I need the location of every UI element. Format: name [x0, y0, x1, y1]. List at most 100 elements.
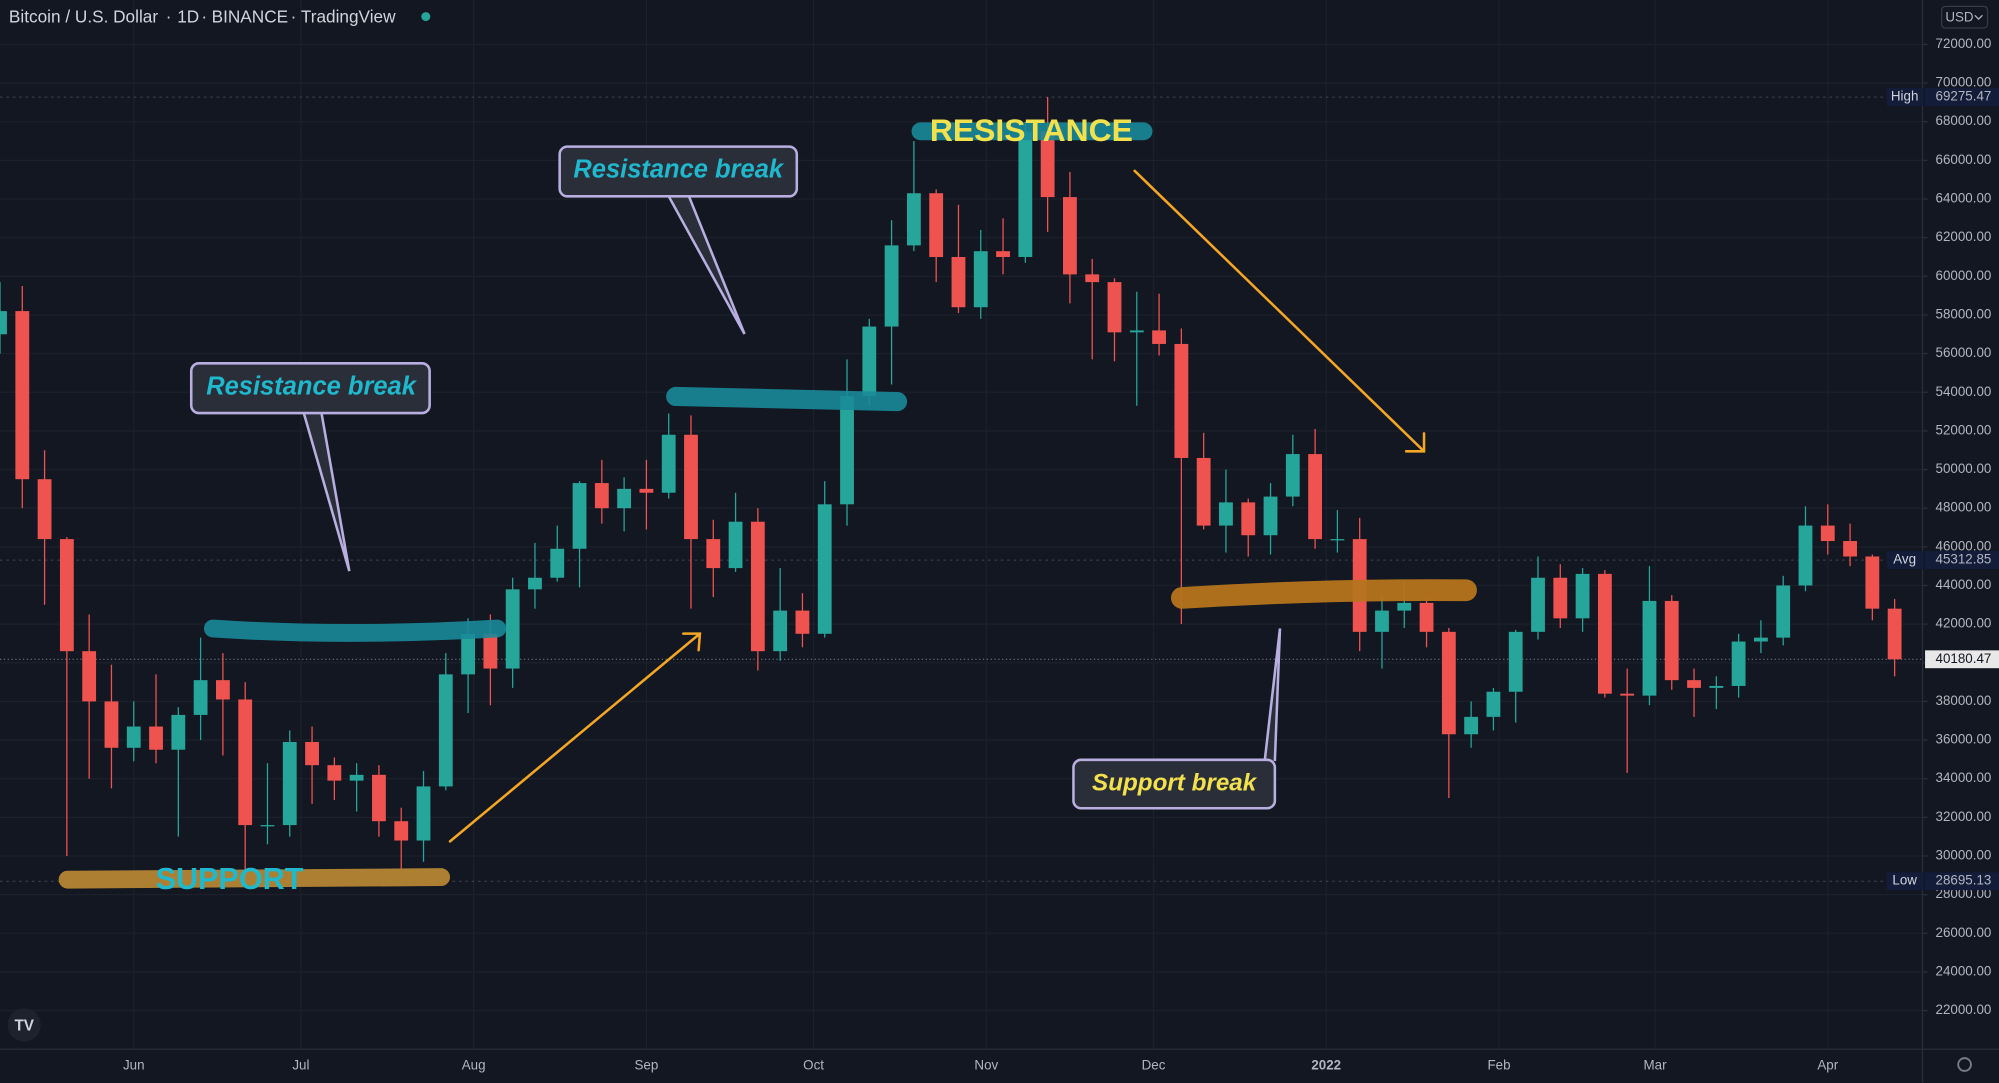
grid	[0, 0, 1923, 1049]
candle-body	[1375, 610, 1389, 632]
x-tick-label: Oct	[803, 1057, 824, 1072]
resistance-stroke	[666, 386, 908, 412]
candle-body	[1753, 637, 1768, 642]
support-stroke	[58, 868, 451, 889]
candle-body	[817, 504, 832, 634]
candle-body	[416, 786, 431, 841]
callout-pointer	[1263, 628, 1282, 762]
candle-body	[1709, 685, 1724, 688]
candle-body	[661, 434, 676, 493]
candles	[0, 97, 1902, 882]
callouts: Resistance break Resistance break Suppor…	[156, 112, 1282, 896]
callout-pointer	[302, 411, 351, 572]
candle-body	[1263, 496, 1278, 536]
x-tick-label: Feb	[1487, 1057, 1510, 1072]
candle-body	[1553, 577, 1568, 619]
candle-body	[684, 434, 698, 540]
candle-body	[1531, 577, 1545, 632]
price-badge-tag	[1886, 88, 1924, 107]
candle-body	[862, 326, 877, 397]
callout-box	[189, 362, 431, 415]
x-tick-label: Apr	[1817, 1057, 1838, 1072]
price-badge-value: 69275.47	[1936, 89, 1992, 104]
y-tick-label: 34000.00	[1936, 770, 1992, 785]
candle-body	[1152, 330, 1166, 344]
candle-body	[929, 193, 944, 257]
candle-body	[773, 610, 788, 652]
y-tick-label: 72000.00	[1936, 36, 1992, 51]
price-badge-value: 40180.47	[1936, 651, 1992, 666]
price-badge-tag	[1886, 551, 1924, 570]
status-dot	[421, 12, 431, 22]
candle-body	[1597, 573, 1612, 694]
y-tick-label: 46000.00	[1936, 538, 1992, 553]
candle-body	[505, 589, 520, 669]
y-tick-label: 38000.00	[1936, 693, 1992, 708]
y-tick-label: 68000.00	[1936, 113, 1992, 128]
symbol: Bitcoin / U.S. Dollar	[9, 6, 158, 26]
candle-body	[528, 577, 542, 590]
candle-body	[483, 633, 498, 669]
candle-body	[1018, 131, 1033, 257]
arrow	[1133, 169, 1426, 453]
callout-text: Resistance break	[573, 156, 784, 184]
candle-body	[706, 539, 721, 569]
y-axis: 22000.0024000.0026000.0028000.0030000.00…	[1922, 36, 1992, 1017]
candle-body	[1285, 454, 1300, 497]
callout-box	[558, 145, 799, 198]
candle-body	[1085, 274, 1100, 283]
candle-body	[951, 256, 966, 308]
candle-body	[1687, 680, 1701, 688]
y-tick-label: 42000.00	[1936, 616, 1992, 631]
candle-body	[1196, 457, 1211, 526]
candle-body	[572, 483, 587, 549]
candle-body	[1865, 556, 1880, 609]
resistance-stroke	[203, 619, 507, 642]
candle-body	[372, 774, 386, 822]
y-tick-label: 22000.00	[1936, 1002, 1992, 1017]
separator: ·	[166, 6, 172, 26]
candle-body	[617, 488, 632, 509]
resistance-label: RESISTANCE	[930, 112, 1133, 148]
candle-body	[0, 311, 7, 335]
currency[interactable]: USD	[1945, 9, 1974, 24]
currency-button[interactable]	[1940, 5, 1989, 29]
header: Bitcoin / U.S. Dollar 1D BINANCE Trading…	[9, 6, 431, 26]
y-tick-label: 26000.00	[1936, 925, 1992, 940]
y-tick-label: 50000.00	[1936, 461, 1992, 476]
candle-body	[728, 521, 743, 569]
candle-body	[1040, 131, 1055, 198]
candle-body	[394, 821, 409, 841]
candle-body	[1642, 600, 1657, 696]
price-badge	[1925, 551, 1999, 570]
interval: 1D	[177, 6, 199, 26]
y-tick-label: 64000.00	[1936, 191, 1992, 206]
candle-body	[1174, 343, 1189, 458]
candle-body	[1820, 525, 1835, 542]
candle-body	[1308, 454, 1323, 540]
price-badge-value: 28695.13	[1936, 873, 1992, 888]
candle-body	[104, 701, 119, 748]
x-tick-label: Jul	[292, 1057, 309, 1072]
candle-body	[1419, 602, 1434, 632]
candle-body	[305, 741, 319, 766]
candle-body	[840, 396, 854, 505]
price-badge	[1925, 650, 1999, 669]
candle-body	[15, 311, 30, 480]
candle-body	[594, 483, 609, 509]
candle-body	[82, 651, 97, 702]
candle-body	[1731, 641, 1746, 686]
candle-body	[171, 714, 186, 750]
settings-icon[interactable]	[1957, 1057, 1972, 1072]
price-badges: 69275.47 High 45312.85 Avg 40180.47 28695.13 L…	[1886, 88, 1999, 891]
x-tick-label: Aug	[462, 1057, 486, 1072]
y-tick-label: 60000.00	[1936, 268, 1992, 283]
candle-body	[1063, 197, 1077, 275]
candle-body	[1486, 691, 1501, 717]
x-tick-label: 2022	[1311, 1057, 1341, 1072]
candle-body	[193, 680, 208, 715]
highlights	[58, 122, 1477, 889]
candle-body	[1620, 693, 1635, 696]
